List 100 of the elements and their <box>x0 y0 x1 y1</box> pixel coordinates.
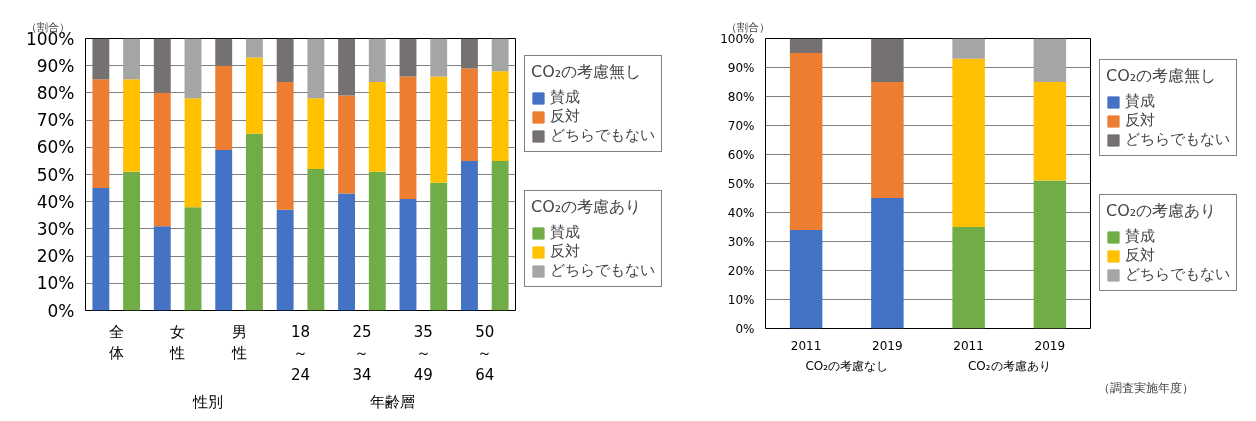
x-tick-label: 25～34 <box>352 322 372 384</box>
bar <box>1033 180 1067 329</box>
legend-label: 反対 <box>1125 111 1155 130</box>
bar <box>1033 82 1067 181</box>
bar <box>789 38 823 53</box>
y-tick-label: 50% <box>727 176 755 191</box>
bar <box>871 198 904 329</box>
x-tick-label: 男性 <box>230 322 247 363</box>
bar <box>276 82 294 210</box>
bar <box>460 160 478 311</box>
y-tick-label: 80% <box>36 82 75 103</box>
bar <box>276 38 294 83</box>
bar <box>123 38 141 80</box>
y-tick-label: 50% <box>36 164 75 185</box>
bar <box>399 76 417 199</box>
bar <box>245 57 263 134</box>
y-axis-title: （割合） <box>725 20 770 34</box>
bar <box>368 82 386 172</box>
bar <box>123 171 141 311</box>
y-tick-label: 60% <box>36 137 75 158</box>
bar <box>460 38 478 69</box>
bar <box>245 133 263 311</box>
legend-label: どちらでもない <box>550 126 655 145</box>
bar <box>184 98 202 208</box>
x-tick-label: 50～64 <box>475 322 495 384</box>
bar <box>307 38 325 99</box>
bar <box>215 38 233 66</box>
bar <box>368 171 386 311</box>
bar <box>123 79 141 172</box>
bar <box>338 193 356 311</box>
y-tick-label: 10% <box>727 292 755 307</box>
bar <box>368 38 386 83</box>
bar <box>215 150 233 311</box>
bar <box>789 229 823 329</box>
legend-label: 賛成 <box>550 88 580 107</box>
bar <box>952 38 985 59</box>
x-tick-label: 35～49 <box>413 322 433 384</box>
bar <box>1033 38 1067 82</box>
bar <box>184 207 202 311</box>
x-axis-title: （調査実施年度） <box>1097 380 1194 395</box>
y-tick-label: 10% <box>36 273 75 294</box>
x-tick-label: 2019 <box>872 338 903 353</box>
text: CO₂の考慮無し <box>1106 66 1217 85</box>
bar <box>789 53 823 230</box>
bar <box>491 160 509 311</box>
bar <box>92 79 110 189</box>
text: CO₂の考慮あり <box>967 358 1051 373</box>
bar <box>276 209 294 311</box>
x-tick-label: 2019 <box>1034 338 1066 353</box>
bar <box>952 227 985 329</box>
y-tick-label: 0% <box>735 321 755 336</box>
y-tick-label: 80% <box>727 89 755 104</box>
text: CO₂の考慮あり <box>1106 201 1217 220</box>
y-tick-label: 40% <box>727 205 755 220</box>
legend-label: 賛成 <box>550 223 580 242</box>
legend-label: どちらでもない <box>1125 265 1230 284</box>
y-tick-label: 90% <box>36 55 75 76</box>
y-tick-label: 70% <box>36 110 75 131</box>
text: 性別 <box>192 392 224 411</box>
bar <box>871 38 904 82</box>
y-tick-label: 70% <box>727 118 755 133</box>
x-tick-label: 全体 <box>108 322 124 363</box>
y-tick-label: 30% <box>36 218 75 239</box>
x-tick-label: 18～24 <box>290 322 311 384</box>
y-tick-label: 20% <box>727 263 755 278</box>
bar <box>399 38 417 77</box>
legend-label: 反対 <box>550 242 580 261</box>
legend-label: どちらでもない <box>1125 130 1230 149</box>
x-tick-label: 2011 <box>790 338 822 353</box>
bar <box>430 38 448 77</box>
bar <box>871 82 904 198</box>
bar <box>153 92 171 227</box>
bar <box>92 38 110 80</box>
bar <box>184 38 202 99</box>
legend-label: 反対 <box>550 107 580 126</box>
y-tick-label: 30% <box>727 234 755 249</box>
bar <box>430 182 448 311</box>
bar <box>153 38 171 93</box>
legend-label: 賛成 <box>1125 227 1155 246</box>
y-tick-label: 60% <box>727 147 755 162</box>
bar <box>92 188 110 311</box>
bar <box>338 38 356 96</box>
text: CO₂の考慮なし <box>805 358 889 373</box>
text: CO₂の考慮あり <box>531 197 642 216</box>
x-tick-label: 女性 <box>169 322 186 363</box>
bar <box>153 226 171 311</box>
bar <box>307 98 325 170</box>
legend-label: 反対 <box>1125 246 1155 265</box>
bar <box>491 71 509 161</box>
text: 年齢層 <box>370 392 416 411</box>
bar <box>460 68 478 161</box>
y-tick-label: 40% <box>36 191 75 212</box>
bar <box>245 38 263 58</box>
bar <box>307 169 325 311</box>
y-tick-label: 0% <box>47 300 75 321</box>
x-tick-label: 2011 <box>953 338 984 353</box>
y-tick-label: 100% <box>720 31 755 46</box>
bar <box>491 38 509 72</box>
bar <box>430 76 448 183</box>
bar <box>338 95 356 194</box>
